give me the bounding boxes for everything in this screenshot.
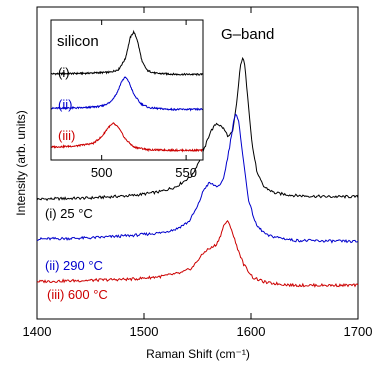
main-series-label: (iii) 600 °C <box>47 287 108 302</box>
inset-series-label: (i) <box>58 65 70 80</box>
x-axis-label: Raman Shift (cm⁻¹) <box>146 347 250 361</box>
main-chart: 1400 1500 1600 1700 (i) 25 °C (ii) 290 °C (ii… <box>14 6 373 361</box>
main-series-line <box>36 219 359 288</box>
inset-plot-frame <box>50 19 204 161</box>
inset-x-ticks: 500 550 <box>91 20 197 180</box>
inset-title: silicon <box>57 33 99 50</box>
main-plot-frame <box>36 6 359 320</box>
inset-series-line <box>50 29 204 77</box>
main-series-line <box>36 56 359 202</box>
inset-series-label: (ii) <box>58 97 72 112</box>
inset-series-line <box>50 76 204 112</box>
inset-tick-label: 500 <box>91 165 113 180</box>
inset-tick-label: 550 <box>175 165 197 180</box>
inset-series-label: (iii) <box>58 128 75 143</box>
inset-chart: 500 550 (i) (ii) (iii) silicon <box>50 19 204 180</box>
main-x-ticks: 1400 1500 1600 1700 <box>23 7 373 339</box>
inset-series-group <box>50 29 204 153</box>
main-tick-label: 1600 <box>237 324 266 339</box>
main-series-labels: (i) 25 °C (ii) 290 °C (iii) 600 °C <box>45 206 108 302</box>
main-tick-label: 1400 <box>23 324 52 339</box>
main-series-label: (ii) 290 °C <box>45 258 103 273</box>
y-axis-label: Intensity (arb. units) <box>14 110 28 215</box>
main-series-group <box>36 56 359 288</box>
inset-background <box>51 20 203 160</box>
main-tick-label: 1700 <box>344 324 373 339</box>
main-series-label: (i) 25 °C <box>45 206 93 221</box>
main-title: G–band <box>221 26 274 43</box>
main-series-line <box>36 113 359 244</box>
inset-series-labels: (i) (ii) (iii) <box>58 65 75 143</box>
inset-series-line <box>50 122 204 153</box>
main-tick-label: 1500 <box>130 324 159 339</box>
